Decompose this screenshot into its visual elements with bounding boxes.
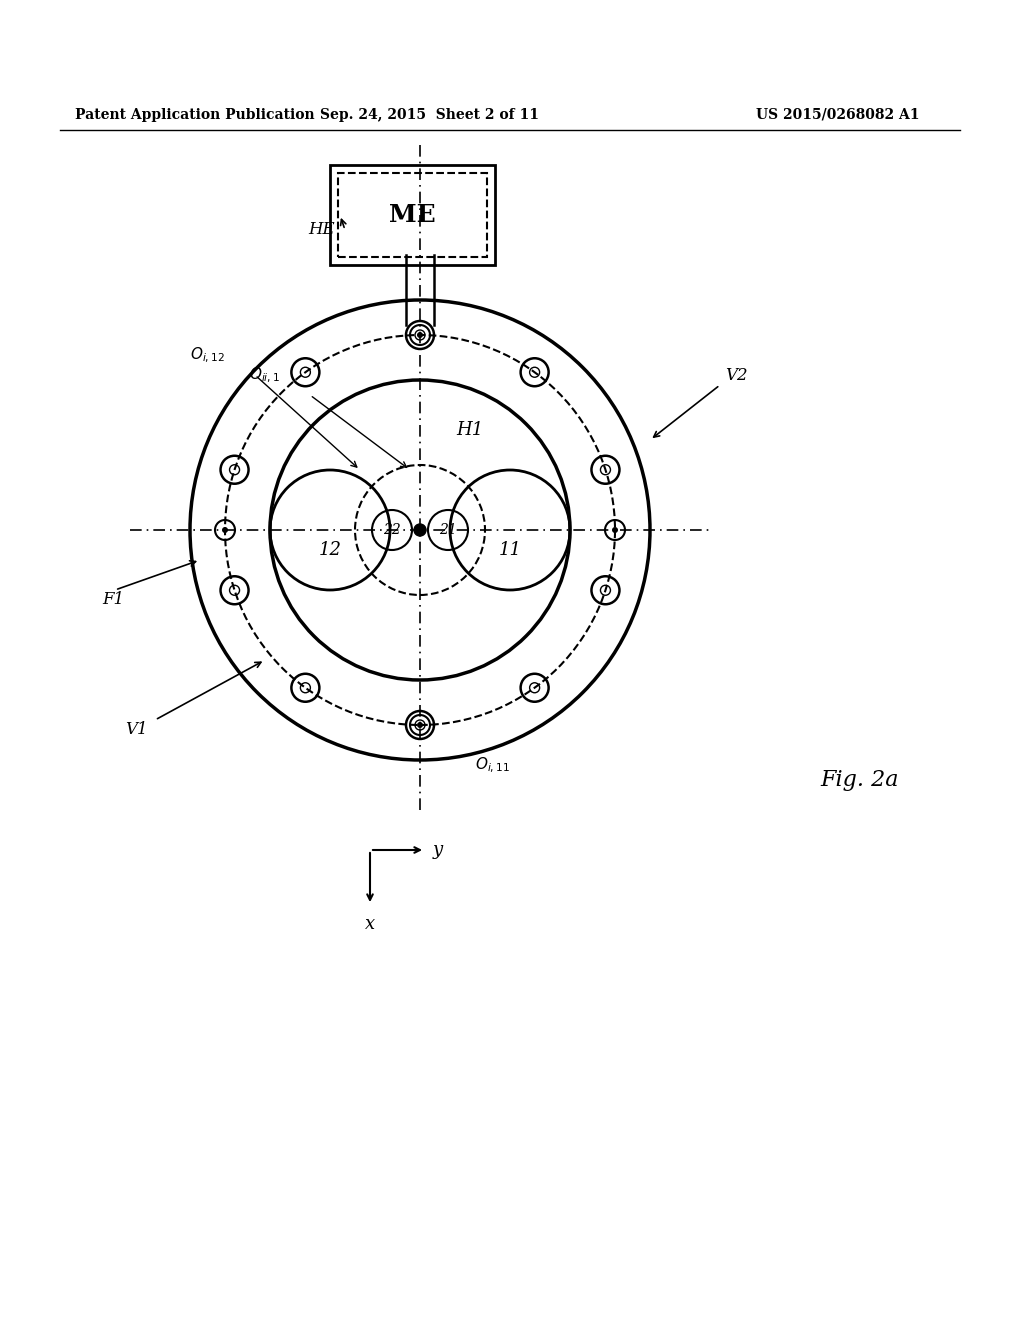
- Text: x: x: [365, 915, 375, 933]
- Text: V1: V1: [125, 722, 147, 738]
- Text: V2: V2: [725, 367, 748, 384]
- Text: y: y: [433, 841, 443, 859]
- Text: Sep. 24, 2015  Sheet 2 of 11: Sep. 24, 2015 Sheet 2 of 11: [321, 108, 540, 121]
- Text: Fig. 2a: Fig. 2a: [820, 770, 898, 791]
- Text: $O_{i,11}$: $O_{i,11}$: [475, 755, 510, 775]
- Text: HE: HE: [308, 222, 335, 239]
- Text: 22: 22: [383, 523, 400, 537]
- Text: 11: 11: [499, 541, 521, 558]
- Bar: [338, 173, 487, 257]
- Text: $O_{ii,1}$: $O_{ii,1}$: [249, 366, 280, 384]
- Circle shape: [612, 527, 618, 533]
- Text: US 2015/0268082 A1: US 2015/0268082 A1: [757, 108, 920, 121]
- Text: 21: 21: [439, 523, 457, 537]
- Bar: [330, 165, 495, 265]
- Text: F1: F1: [102, 591, 124, 609]
- Circle shape: [417, 722, 423, 729]
- Text: H1: H1: [457, 421, 483, 440]
- Text: $O_{i,12}$: $O_{i,12}$: [190, 346, 225, 364]
- Circle shape: [414, 524, 426, 536]
- Text: Patent Application Publication: Patent Application Publication: [75, 108, 314, 121]
- Circle shape: [417, 333, 423, 338]
- Circle shape: [222, 527, 228, 533]
- Text: 12: 12: [318, 541, 341, 558]
- Text: ME: ME: [389, 203, 436, 227]
